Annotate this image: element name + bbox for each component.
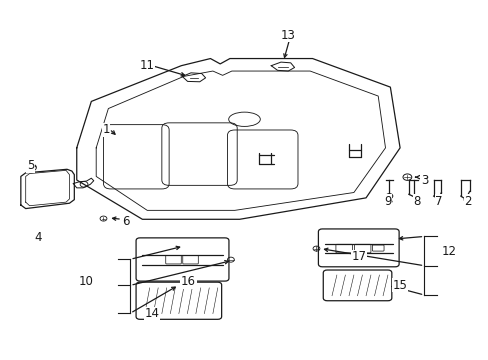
Text: 14: 14 xyxy=(144,307,159,320)
Text: 8: 8 xyxy=(412,195,420,208)
Circle shape xyxy=(29,166,34,169)
Text: 5: 5 xyxy=(27,159,34,172)
Text: 6: 6 xyxy=(122,215,129,228)
Text: 9: 9 xyxy=(384,195,391,208)
Text: 2: 2 xyxy=(464,195,471,208)
Text: 11: 11 xyxy=(140,59,154,72)
Text: 12: 12 xyxy=(440,245,455,258)
Text: 4: 4 xyxy=(34,231,41,244)
Text: 3: 3 xyxy=(420,174,427,186)
Text: 16: 16 xyxy=(181,275,196,288)
Text: 17: 17 xyxy=(350,250,366,263)
Text: 7: 7 xyxy=(434,195,442,208)
Text: 13: 13 xyxy=(280,29,295,42)
Text: 15: 15 xyxy=(392,279,407,292)
Text: 10: 10 xyxy=(79,275,94,288)
Text: 1: 1 xyxy=(102,123,109,136)
